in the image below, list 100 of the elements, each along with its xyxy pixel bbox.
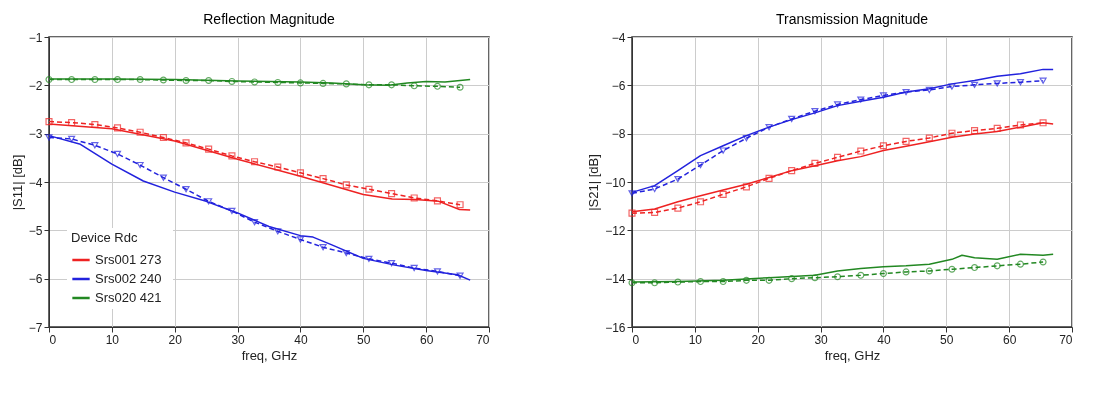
y-tick-label: −6: [611, 78, 626, 93]
point: [628, 190, 636, 197]
x-tick-label: 0: [49, 332, 57, 347]
point: [365, 255, 373, 263]
point: [925, 134, 933, 142]
y-axis-title: |S21| [dB]: [586, 154, 602, 211]
point: [811, 159, 819, 167]
x-tick-label: 50: [940, 332, 954, 347]
point: [1016, 79, 1025, 86]
point: [1039, 77, 1047, 84]
point: [948, 265, 956, 273]
y-tick-label: −5: [28, 223, 43, 238]
point: [879, 270, 887, 278]
legend-label: Srs001 273: [95, 252, 162, 267]
point: [159, 76, 167, 84]
y-tick-label: −12: [605, 223, 626, 238]
point: [365, 81, 373, 89]
point: [674, 278, 682, 286]
point: [993, 262, 1001, 270]
x-axis-title: freq, GHz: [241, 347, 298, 363]
point: [410, 264, 418, 272]
point: [456, 272, 464, 279]
point: [433, 82, 442, 90]
point: [879, 92, 887, 99]
point: [250, 158, 259, 166]
point: [925, 267, 933, 275]
point: [388, 81, 396, 89]
point: [388, 190, 396, 198]
point: [410, 194, 418, 202]
point: [696, 161, 705, 169]
point: [1039, 119, 1047, 127]
point: [742, 276, 750, 284]
y-tick-label: −4: [28, 175, 43, 190]
point: [993, 80, 1001, 87]
y-tick-label: −1: [28, 30, 43, 45]
x-tick-label: 20: [168, 332, 183, 347]
y-tick-label: −2: [28, 78, 43, 93]
point: [159, 133, 167, 142]
x-tick-label: 60: [1002, 332, 1017, 347]
point: [971, 81, 979, 89]
y-tick-label: −4: [611, 30, 626, 45]
point: [651, 208, 659, 217]
point: [811, 274, 819, 282]
x-tick-label: 40: [294, 332, 308, 347]
x-tick-label: 30: [814, 332, 829, 347]
point: [456, 201, 464, 209]
point: [765, 123, 773, 131]
chart-title: Reflection Magnitude: [203, 11, 335, 27]
point: [296, 79, 304, 87]
point: [274, 78, 282, 86]
point: [342, 249, 350, 257]
point: [628, 209, 636, 217]
point: [879, 142, 887, 150]
point: [68, 135, 76, 143]
point: [971, 264, 979, 272]
point: [1039, 258, 1047, 266]
point: [68, 75, 76, 84]
x-tick-label: 0: [632, 332, 640, 347]
point: [205, 145, 213, 153]
point: [788, 115, 796, 123]
point: [319, 244, 327, 251]
point: [205, 198, 213, 205]
point: [948, 83, 956, 90]
point: [765, 174, 773, 182]
point: [719, 190, 727, 198]
point: [696, 278, 705, 286]
x-tick-label: 30: [231, 332, 246, 347]
point: [719, 147, 727, 154]
legend-label: Srs020 421: [95, 290, 162, 305]
point: [228, 207, 236, 215]
y-tick-label: −8: [611, 127, 626, 142]
point: [365, 185, 373, 193]
point: [388, 260, 396, 267]
point: [274, 163, 282, 171]
point: [433, 197, 442, 205]
point: [696, 198, 705, 206]
point: [410, 82, 418, 90]
legend-title: Device Rdc: [71, 230, 138, 245]
point: [342, 80, 350, 88]
point: [833, 273, 842, 281]
point: [857, 271, 865, 279]
point: [651, 279, 659, 287]
point: [674, 175, 682, 183]
point: [91, 75, 99, 84]
point: [788, 275, 796, 283]
point: [45, 118, 53, 126]
point: [113, 150, 122, 158]
y-tick-label: −3: [28, 127, 43, 142]
legend-label: Srs002 240: [95, 271, 162, 286]
point: [1016, 260, 1025, 268]
point: [742, 183, 750, 191]
point: [228, 77, 236, 86]
point: [902, 137, 910, 145]
point: [1016, 121, 1025, 129]
point: [250, 78, 259, 86]
point: [719, 278, 727, 286]
y-tick-label: −14: [605, 272, 626, 287]
point: [651, 185, 659, 193]
point: [296, 236, 304, 243]
point: [68, 118, 76, 127]
